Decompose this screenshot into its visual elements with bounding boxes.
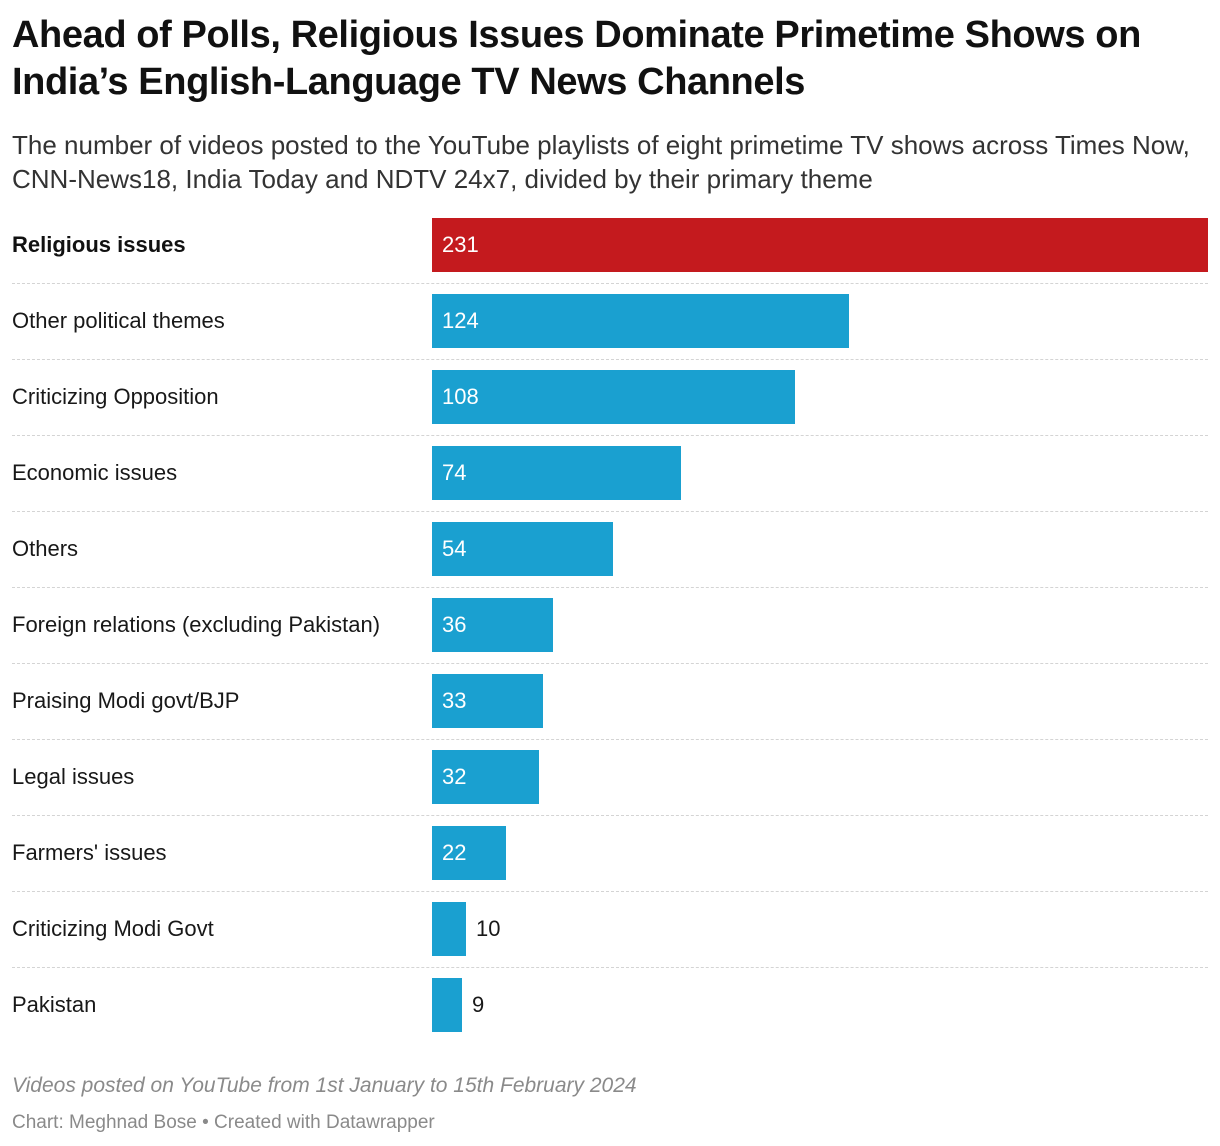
category-label-economic-issues: Economic issues <box>12 460 178 485</box>
value-label-economic-issues: 74 <box>442 460 467 485</box>
row-divider <box>12 587 1208 588</box>
bar-religious-issues <box>432 218 1208 272</box>
bar-legal-issues <box>432 750 539 804</box>
row-divider <box>12 435 1208 436</box>
category-label-foreign-relations-excluding-pakistan: Foreign relations (excluding Pakistan) <box>12 612 381 637</box>
bar-farmers-issues <box>432 826 506 880</box>
chart-subtitle: The number of videos posted to the YouTu… <box>12 130 1190 194</box>
bar-praising-modi-govt-bjp <box>432 674 543 728</box>
row-divider <box>12 739 1208 740</box>
category-label-pakistan: Pakistan <box>12 992 97 1017</box>
chart-notes: Videos posted on YouTube from 1st Januar… <box>12 1074 637 1097</box>
category-label-praising-modi-govt-bjp: Praising Modi govt/BJP <box>12 688 240 713</box>
value-label-farmers-issues: 22 <box>442 840 467 865</box>
chart-title: Ahead of Polls, Religious Issues Dominat… <box>12 14 1141 103</box>
row-divider <box>12 663 1208 664</box>
value-label-others: 54 <box>442 536 467 561</box>
category-label-farmers-issues: Farmers' issues <box>12 840 167 865</box>
bar-economic-issues <box>432 446 681 500</box>
row-divider <box>12 967 1208 968</box>
bar-pakistan <box>432 978 462 1032</box>
category-label-criticizing-modi-govt: Criticizing Modi Govt <box>12 916 214 941</box>
bar-others <box>432 522 613 576</box>
value-label-criticizing-modi-govt: 10 <box>476 916 501 941</box>
row-divider <box>12 815 1208 816</box>
value-label-religious-issues: 231 <box>442 232 479 257</box>
value-label-criticizing-opposition: 108 <box>442 384 479 409</box>
category-label-criticizing-opposition: Criticizing Opposition <box>12 384 219 409</box>
value-label-praising-modi-govt-bjp: 33 <box>442 688 467 713</box>
bar-criticizing-modi-govt <box>432 902 466 956</box>
category-label-others: Others <box>12 536 79 561</box>
row-divider <box>12 283 1208 284</box>
row-divider <box>12 359 1208 360</box>
bar-other-political-themes <box>432 294 849 348</box>
value-label-legal-issues: 32 <box>442 764 467 789</box>
category-label-religious-issues: Religious issues <box>12 232 186 257</box>
category-label-other-political-themes: Other political themes <box>12 308 225 333</box>
value-label-other-political-themes: 124 <box>442 308 479 333</box>
bar-foreign-relations-excluding-pakistan <box>432 598 553 652</box>
value-label-pakistan: 9 <box>472 992 485 1017</box>
category-label-legal-issues: Legal issues <box>12 764 135 789</box>
row-divider <box>12 511 1208 512</box>
bar-criticizing-opposition <box>432 370 795 424</box>
row-divider <box>12 891 1208 892</box>
chart-byline: Chart: Meghnad Bose • Created with Dataw… <box>12 1112 435 1133</box>
value-label-foreign-relations-excluding-pakistan: 36 <box>442 612 467 637</box>
